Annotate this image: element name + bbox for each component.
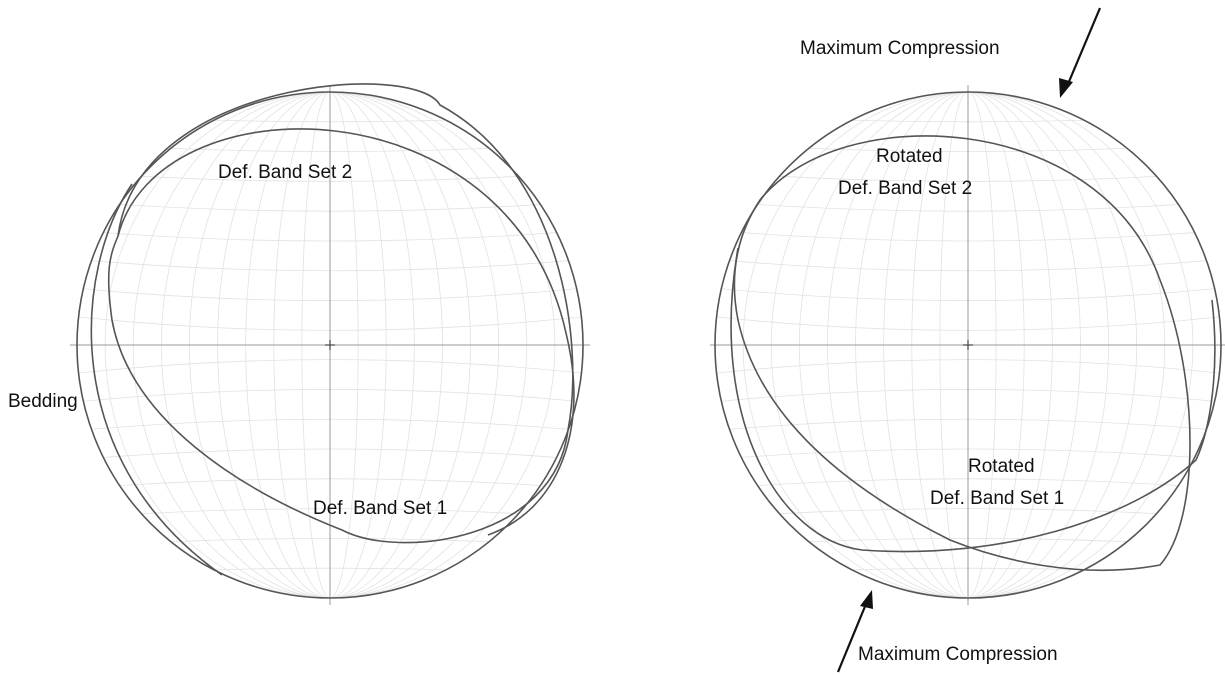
label-max-compression-top: Maximum Compression [800,38,1000,59]
label-max-compression-bottom: Maximum Compression [858,644,1058,665]
label-bedding: Bedding [8,391,78,412]
label-rotated-band-set-2-line1: Rotated [876,146,943,167]
rotated-band-set-2-great-circle [733,135,1191,571]
left-stereonet: Bedding Def. Band Set 2 Def. Band Set 1 [8,83,590,605]
label-band-set-1: Def. Band Set 1 [313,498,447,519]
left-primitive-circle [76,91,584,599]
compression-arrow-top [1059,7,1102,98]
right-primitive-circle [714,91,1222,599]
label-rotated-band-set-1-line2: Def. Band Set 1 [930,488,1064,509]
rotated-band-set-1-great-circle [730,247,1216,553]
bedding-great-circle [90,183,223,576]
band-set-2-great-circle [117,128,575,536]
label-rotated-band-set-1-line1: Rotated [968,456,1035,477]
label-band-set-2: Def. Band Set 2 [218,162,352,183]
label-rotated-band-set-2-line2: Def. Band Set 2 [838,178,972,199]
band-set-1-great-circle [107,83,574,544]
right-stereonet: Rotated Def. Band Set 2 Rotated Def. Ban… [710,7,1225,673]
compression-arrow-bottom [836,590,873,673]
